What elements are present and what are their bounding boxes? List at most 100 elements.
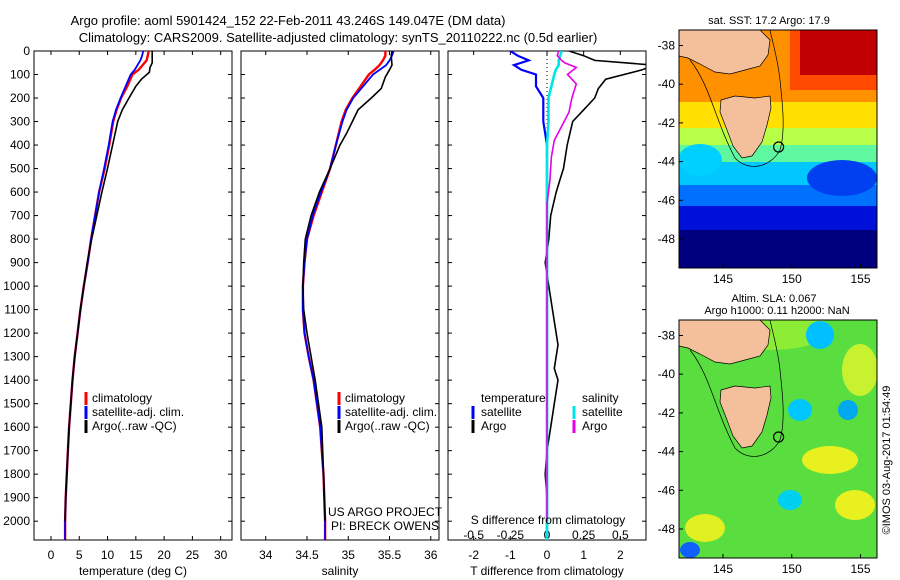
- salinity-legend: climatology satellite-adj. clim. Argo(..…: [337, 391, 437, 433]
- x-tick-label: 25: [186, 548, 200, 562]
- sla-map-panel: Altim. SLA: 0.067 Argo h1000: 0.11 h2000…: [658, 293, 878, 576]
- series-line-temperature-argo: [544, 51, 646, 522]
- x-tick-label: 36: [424, 548, 438, 562]
- y-tick-label: 500: [10, 162, 30, 176]
- figure-subtitle: Climatology: CARS2009. Satellite-adjuste…: [79, 30, 598, 45]
- australian-mainland: [679, 30, 771, 75]
- y-tick-label: 200: [10, 91, 30, 105]
- sla-map-field: [679, 320, 877, 558]
- y-tick-label: 100: [10, 68, 30, 82]
- s-tick-label: 0.25: [572, 528, 596, 542]
- isobath-contour: [689, 320, 784, 457]
- sst-map-field: [679, 30, 877, 268]
- y-tick-label: 1300: [3, 350, 30, 364]
- series-line-satellite: [302, 51, 395, 540]
- x-tick-label: 5: [76, 548, 83, 562]
- y-tick-label: 1200: [3, 326, 30, 340]
- argo-float-marker: [772, 431, 785, 443]
- lon-tick-label: 145: [713, 272, 733, 286]
- t-difference-axis: -2 -1 0 1 2: [468, 51, 624, 562]
- legend-heading-salinity: salinity: [582, 391, 619, 405]
- tasmania-land: [719, 385, 772, 449]
- temperature-panel: 0100200300400500600700800900100011001200…: [3, 44, 233, 578]
- sst-map-title: sat. SST: 17.2 Argo: 17.9: [708, 15, 830, 27]
- temperature-plot-frame: [33, 50, 233, 541]
- temperature-legend: climatology satellite-adj. clim. Argo(..…: [84, 391, 184, 433]
- y-tick-label: 1000: [3, 279, 30, 293]
- sla-map-axes: 145 150 155 -38 -40 -42 -44 -46 -48: [658, 328, 871, 576]
- lat-tick-label: -46: [658, 193, 676, 207]
- imos-timestamp: ©IMOS 03-Aug-2017 01:54:49: [881, 386, 893, 535]
- difference-depth-ticks: [448, 50, 646, 522]
- x-tick-label: 1: [580, 548, 587, 562]
- x-tick-label: -2: [468, 548, 479, 562]
- depth-axis: 0 100 200 300 400 500 600 700 800 900 1000 1100 1200…: [3, 44, 232, 528]
- sst-map-frame: [678, 29, 878, 269]
- lon-tick-label: 145: [713, 562, 733, 576]
- y-tick-label: 1700: [3, 444, 30, 458]
- s-difference-axis-label: S difference from climatology: [471, 513, 626, 527]
- lat-tick-label: -40: [658, 77, 676, 91]
- y-tick-label: 600: [10, 185, 30, 199]
- y-tick-label: 1100: [4, 303, 30, 317]
- y-tick-label: 1500: [3, 397, 30, 411]
- y-tick-label: 2000: [3, 514, 30, 528]
- salinity-axis-label: salinity: [322, 564, 359, 578]
- sla-map-frame: [678, 319, 878, 559]
- x-tick-label: 35.5: [378, 548, 402, 562]
- y-tick-label: 800: [10, 232, 30, 246]
- legend-label-s-satellite: satellite: [582, 405, 623, 419]
- lat-tick-label: -48: [658, 522, 676, 536]
- isobath-contour: [689, 30, 784, 167]
- x-tick-label: 35: [342, 548, 356, 562]
- legend-heading-temperature: temperature: [481, 391, 546, 405]
- difference-panel: -2 -1 0 1 2 -0.5 -0.25 0 0.25 0.5 T difference f…: [447, 50, 647, 578]
- pi-annotation: PI: BRECK OWENS: [331, 519, 439, 533]
- x-tick-label: 34: [259, 548, 273, 562]
- project-annotation: US ARGO PROJECT: [328, 505, 443, 519]
- temperature-axis: 0 5 10 15 20 25 30: [48, 51, 228, 562]
- t-difference-axis-label: T difference from climatology: [470, 564, 624, 578]
- figure-title: Argo profile: aoml 5901424_152 22-Feb-20…: [71, 13, 506, 28]
- salinity-depth-ticks: [241, 50, 439, 522]
- y-tick-label: 1400: [3, 373, 30, 387]
- lat-tick-label: -42: [658, 406, 676, 420]
- y-tick-label: 1900: [3, 491, 30, 505]
- difference-lines: [509, 51, 646, 540]
- sla-map-title: Altim. SLA: 0.067: [732, 293, 817, 305]
- x-tick-label: 2: [617, 548, 624, 562]
- x-tick-label: 0: [48, 548, 55, 562]
- lat-tick-label: -44: [658, 155, 676, 169]
- x-tick-label: 30: [214, 548, 228, 562]
- lat-tick-label: -44: [658, 445, 676, 459]
- sla-map-subtitle: Argo h1000: 0.11 h2000: NaN: [704, 305, 849, 317]
- y-tick-label: 300: [10, 115, 30, 129]
- s-tick-label: 0.5: [612, 528, 629, 542]
- y-tick-label: 1800: [3, 467, 30, 481]
- legend-label-climatology: climatology: [92, 391, 152, 405]
- series-line-salinity-argo: [546, 51, 578, 522]
- y-tick-label: 700: [10, 209, 30, 223]
- lat-tick-label: -38: [658, 38, 676, 52]
- x-tick-label: 15: [129, 548, 143, 562]
- y-tick-label: 0: [23, 44, 30, 58]
- x-tick-label: 0: [544, 548, 551, 562]
- s-tick-label: -0.5: [463, 528, 484, 542]
- x-tick-label: -1: [505, 548, 516, 562]
- legend-label-satellite: satellite-adj. clim.: [345, 405, 437, 419]
- lon-tick-label: 150: [782, 562, 802, 576]
- sst-map-panel: sat. SST: 17.2 Argo: 17.9 145 150 155 -38 -4…: [658, 15, 878, 286]
- x-tick-label: 34.5: [295, 548, 319, 562]
- s-tick-label: -0.25: [497, 528, 525, 542]
- series-line-argo: [64, 51, 153, 522]
- legend-label-climatology: climatology: [345, 391, 405, 405]
- lon-tick-label: 150: [782, 272, 802, 286]
- salinity-panel: 34 34.5 35 35.5 36 salinity climatology sate…: [240, 50, 443, 578]
- x-tick-label: 20: [157, 548, 171, 562]
- legend-label-argo: Argo(..raw -QC): [92, 419, 177, 433]
- legend-label-t-satellite: satellite: [481, 405, 522, 419]
- lon-tick-label: 155: [850, 562, 870, 576]
- lat-tick-label: -46: [658, 483, 676, 497]
- legend-label-satellite: satellite-adj. clim.: [92, 405, 184, 419]
